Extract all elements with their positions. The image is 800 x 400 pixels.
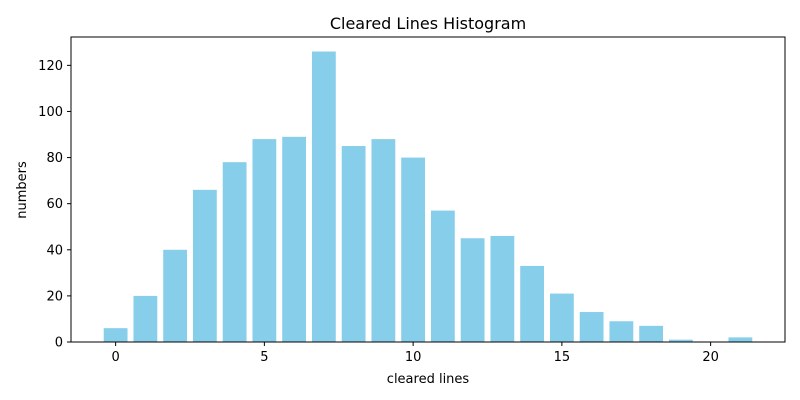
- bar-8: [341, 146, 366, 342]
- y-tick-label: 80: [46, 151, 63, 166]
- y-tick-label: 0: [55, 336, 63, 351]
- y-tick-label: 100: [38, 105, 63, 120]
- bar-5: [252, 139, 277, 342]
- x-axis-label: cleared lines: [387, 372, 470, 387]
- y-axis-label: numbers: [15, 161, 30, 219]
- bar-2: [163, 249, 188, 342]
- bar-21: [728, 337, 753, 342]
- bar-18: [639, 325, 664, 342]
- y-ticks-group: 0 20 40 60 80 100 120: [38, 59, 71, 351]
- x-tick-label: 20: [702, 350, 719, 365]
- y-tick-label: 60: [46, 197, 63, 212]
- x-tick-label: 5: [260, 350, 268, 365]
- bar-6: [282, 136, 307, 342]
- bar-3: [192, 189, 217, 342]
- y-tick-label: 40: [46, 243, 63, 258]
- y-tick-label: 20: [46, 289, 63, 304]
- bar-4: [222, 162, 247, 342]
- x-tick-label: 15: [554, 350, 571, 365]
- bar-0: [103, 328, 128, 342]
- bar-13: [490, 235, 515, 342]
- bar-14: [520, 265, 545, 342]
- bar-12: [460, 238, 485, 342]
- bar-1: [133, 295, 158, 342]
- bar-17: [609, 321, 634, 342]
- x-tick-label: 0: [111, 350, 119, 365]
- x-tick-label: 10: [405, 350, 422, 365]
- bar-16: [579, 312, 604, 342]
- bar-11: [430, 210, 455, 342]
- y-tick-label: 120: [38, 59, 63, 74]
- bars-group: [103, 51, 753, 343]
- bar-9: [371, 139, 396, 342]
- bar-10: [401, 157, 426, 342]
- chart-title: Cleared Lines Histogram: [330, 14, 526, 33]
- bar-7: [311, 51, 336, 343]
- bar-15: [549, 293, 574, 342]
- bar-19: [668, 339, 693, 342]
- plot-frame: [70, 36, 786, 343]
- x-ticks-group: 0 5 10 15 20: [111, 342, 719, 365]
